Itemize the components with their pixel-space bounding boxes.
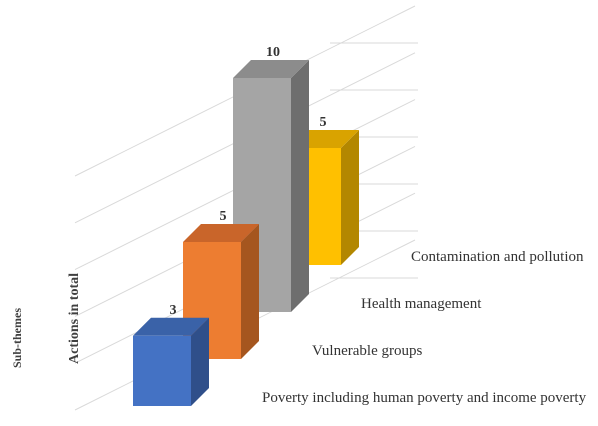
bar-top-face	[183, 224, 259, 242]
bar-0	[133, 317, 209, 406]
category-labels: Poverty including human poverty and inco…	[262, 249, 587, 406]
bar-side-face	[291, 60, 309, 312]
category-label: Vulnerable groups	[312, 343, 422, 359]
value-label: 5	[220, 209, 227, 224]
bar-top-face	[133, 317, 209, 336]
category-label: Poverty including human poverty and inco…	[262, 390, 587, 406]
bar-side-face	[241, 224, 259, 359]
bar-2	[233, 60, 309, 312]
value-label: 3	[170, 303, 177, 318]
value-labels: 5 10 5 3	[170, 45, 327, 318]
bars	[133, 60, 359, 406]
bar-side-face	[191, 317, 209, 406]
bar-front-face	[133, 335, 191, 406]
category-label: Contamination and pollution	[411, 249, 584, 265]
value-label: 10	[266, 45, 280, 60]
category-label: Health management	[361, 296, 482, 312]
bar-side-face	[341, 130, 359, 265]
x-axis-title: Sub-themes	[10, 308, 24, 368]
bar-top-face	[233, 60, 309, 78]
value-label: 5	[320, 115, 327, 130]
y-axis-title: Actions in total	[67, 273, 82, 364]
